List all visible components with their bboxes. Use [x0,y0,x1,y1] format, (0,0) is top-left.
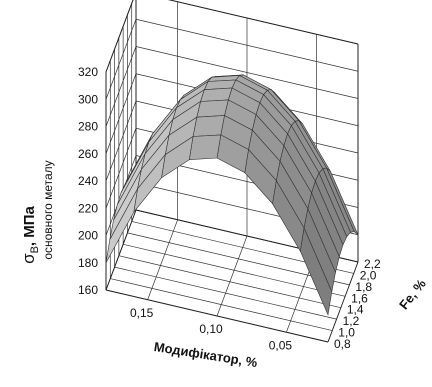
y-tick-label: 0,8 [334,337,351,351]
y-tick-label: 1,4 [347,303,364,317]
box-edge [167,0,359,45]
floor-gridline [118,255,341,309]
box-edge [327,261,359,343]
x-axis-title: Модифікатор, % [153,339,259,370]
z-tick-label: 280 [78,120,98,134]
z-axis-symbol: σ [19,253,38,264]
tick-labels: 160 180 200 220 240 260 280 300 320 0,15 0,10 0,05 0… [78,65,381,352]
box-edge [105,0,134,73]
floor-gridline [123,243,346,297]
y-tick-label: 1,6 [351,291,368,305]
left-wall-gridline [105,19,137,100]
y-tick-label: 1,2 [343,314,360,328]
left-wall-gridline [105,73,137,154]
y-tick-label: 1,8 [355,280,372,294]
x-axis-title-text: Модифікатор, % [153,339,259,370]
y-axis-title: Fe, % [396,276,429,312]
left-wall-gridline [105,128,137,209]
x-tick-label: 0,10 [199,322,223,336]
z-tick-label: 180 [78,256,98,270]
surface-patch [192,115,225,137]
z-tick-label: 200 [78,229,98,243]
box-edge [105,289,329,343]
surface-patch [188,134,222,161]
surface-patch [196,99,229,118]
z-tick-label: 220 [78,201,98,215]
box-edge [105,209,137,291]
x-tick-label: 0,05 [269,338,293,352]
floor-gridline [216,235,248,317]
z-tick-label: 300 [78,92,98,106]
z-tick-label: 320 [78,65,98,79]
floor-gridline [114,266,337,320]
response-surface [105,74,359,316]
z-tick-label: 160 [78,283,98,297]
z-axis-subscript: В [29,246,41,253]
y-tick-label: 1,0 [338,326,355,340]
y-tick-label: 2,2 [364,257,381,271]
y-tick-label: 2,0 [360,268,377,282]
z-tick-label: 240 [78,174,98,188]
z-axis-note: основного металу [41,160,55,259]
floor-gridline [110,278,333,331]
y-axis-title-text: Fe, % [396,276,429,312]
surface-patch [105,188,138,263]
z-tick-label: 260 [78,147,98,161]
surface-patch [200,87,233,102]
left-wall-gridline [105,46,137,127]
svg-text:σВ, МПа: σВ, МПа [19,205,41,263]
z-axis-unit: , МПа [21,205,38,246]
z-axis-note-text: основного металу [41,160,55,259]
x-tick-label: 0,15 [130,306,154,320]
floor-gridline [147,219,178,300]
left-wall-gridline [105,100,137,182]
z-axis-title: σВ, МПа [19,205,41,263]
